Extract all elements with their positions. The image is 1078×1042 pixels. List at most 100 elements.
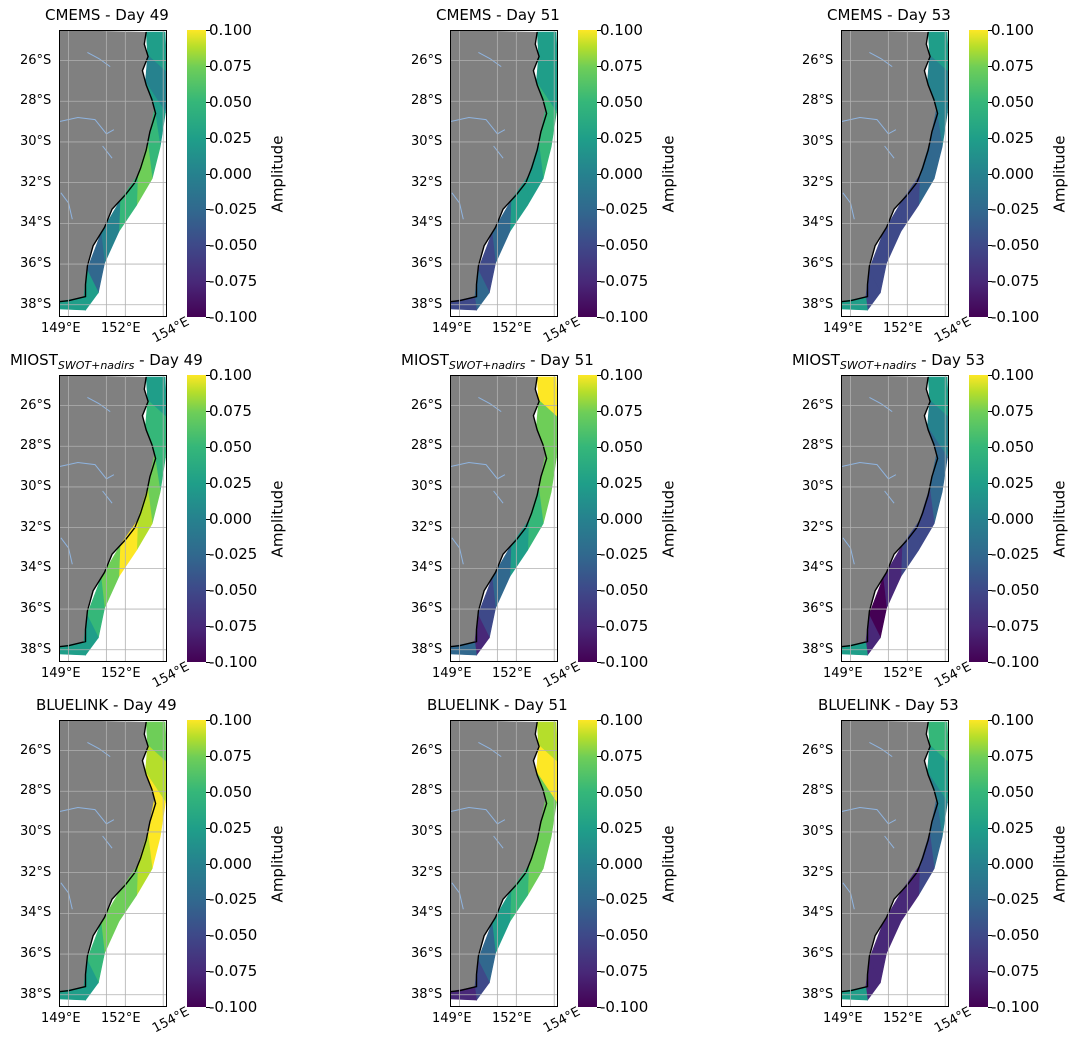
colorbar-tick-mark xyxy=(206,791,210,793)
lat-tick-label: 38°S xyxy=(802,296,834,312)
lon-tick-label: 152°E xyxy=(883,666,923,681)
colorbar-tick-label: -0.025 xyxy=(209,545,258,564)
colorbar-tick-label: -0.100 xyxy=(991,998,1040,1016)
colorbar-tick-mark xyxy=(988,662,992,663)
amplitude-segment xyxy=(927,721,949,764)
colorbar-tick-label: 0.100 xyxy=(991,21,1034,39)
lat-tick-label: 28°S xyxy=(411,93,443,109)
colorbar-label: Amplitude xyxy=(1050,825,1069,902)
map-panel: MIOSTSWOT+nadirs - Day 49 26°S 28°S 30°S 32°… xyxy=(0,350,360,695)
colorbar-tick-label: -0.025 xyxy=(991,200,1040,219)
colorbar-tick-mark xyxy=(988,245,992,247)
coastline xyxy=(450,721,548,993)
colorbar-tick-mark xyxy=(988,173,992,175)
lat-tick-label: 36°S xyxy=(802,256,834,272)
map-area xyxy=(59,375,167,662)
panel-title: BLUELINK - Day 49 xyxy=(36,696,177,714)
colorbar-tick-label: -0.025 xyxy=(600,545,649,564)
lat-tick-label: 36°S xyxy=(411,256,443,272)
land-mass xyxy=(450,375,547,647)
lat-tick-label: 32°S xyxy=(20,519,52,535)
colorbar-tick-mark xyxy=(988,446,992,448)
colorbar-tick-label: 0.000 xyxy=(209,509,252,528)
colorbar-tick-label: 0.025 xyxy=(209,473,252,492)
panel-title: BLUELINK - Day 53 xyxy=(818,696,959,714)
river-line xyxy=(102,490,113,504)
lat-tick-label: 32°S xyxy=(20,864,52,880)
colorbar-tick-label: -0.100 xyxy=(600,308,649,326)
map-frame xyxy=(59,720,167,1007)
lat-tick-label: 28°S xyxy=(411,438,443,454)
map-area xyxy=(450,720,558,1007)
coastline xyxy=(450,31,548,303)
lon-tick-label: 154°E xyxy=(932,659,974,692)
map-area xyxy=(841,375,949,662)
colorbar-tick-label: -0.100 xyxy=(600,653,649,671)
colorbar-tick-mark xyxy=(597,245,601,247)
colorbar-tick-mark xyxy=(597,899,601,901)
lat-tick-label: 30°S xyxy=(20,133,52,149)
colorbar xyxy=(969,720,988,1007)
colorbar-tick-mark xyxy=(206,317,210,318)
lat-tick-label: 38°S xyxy=(802,986,834,1002)
coastline xyxy=(59,721,157,993)
colorbar-tick-mark xyxy=(597,554,601,556)
colorbar-tick-label: -0.100 xyxy=(209,998,258,1016)
map-area xyxy=(841,720,949,1007)
colorbar-tick-label: 0.050 xyxy=(600,92,643,111)
lat-tick-label: 34°S xyxy=(802,905,834,921)
lon-tick-label: 152°E xyxy=(101,666,141,681)
colorbar-tick-label: 0.100 xyxy=(209,366,252,384)
colorbar-tick-label: 0.000 xyxy=(991,164,1034,183)
colorbar-tick-mark xyxy=(988,755,992,757)
colorbar-tick-label: -0.025 xyxy=(600,200,649,219)
colorbar-tick-label: 0.100 xyxy=(600,711,643,729)
lat-tick-label: 30°S xyxy=(411,133,443,149)
lat-tick-label: 36°S xyxy=(20,946,52,962)
lon-tick-label: 154°E xyxy=(932,314,974,347)
colorbar-tick-label: -0.050 xyxy=(209,926,258,945)
colorbar xyxy=(578,375,597,662)
colorbar-tick-mark xyxy=(988,827,992,829)
lat-tick-label: 36°S xyxy=(802,946,834,962)
map-panel: BLUELINK - Day 49 26°S 28°S 30°S 32°S 34°S 36°… xyxy=(0,695,360,1040)
coastline xyxy=(841,31,939,303)
colorbar-tick-label: 0.050 xyxy=(991,92,1034,111)
amplitude-segment xyxy=(927,31,949,74)
map-frame xyxy=(841,375,949,662)
colorbar-tick-mark xyxy=(597,317,601,318)
colorbar-tick-mark xyxy=(988,65,992,67)
colorbar-tick-label: 0.025 xyxy=(600,128,643,147)
colorbar-tick-label: 0.000 xyxy=(991,509,1034,528)
colorbar-tick-label: -0.075 xyxy=(600,962,649,981)
lat-tick-label: 38°S xyxy=(802,641,834,657)
lat-tick-label: 28°S xyxy=(802,438,834,454)
river-line xyxy=(493,835,504,849)
map-panel: CMEMS - Day 49 26°S 28°S 30°S 32°S 34°S 36°S 38… xyxy=(0,5,360,350)
lon-tick-label: 154°E xyxy=(932,1004,974,1037)
colorbar-tick-label: -0.075 xyxy=(600,617,649,636)
lat-tick-label: 36°S xyxy=(411,601,443,617)
lon-tick-label: 152°E xyxy=(883,1011,923,1026)
lon-tick-label: 149°E xyxy=(823,321,863,336)
river-line xyxy=(59,806,115,825)
lat-tick-label: 26°S xyxy=(411,397,443,413)
lat-tick-label: 30°S xyxy=(20,823,52,839)
colorbar-tick-label: -0.075 xyxy=(209,617,258,636)
colorbar-label: Amplitude xyxy=(1050,480,1069,557)
colorbar-tick-mark xyxy=(988,30,992,31)
lon-tick-label: 152°E xyxy=(101,1011,141,1026)
colorbar-label: Amplitude xyxy=(268,135,287,212)
land-mass xyxy=(841,375,938,647)
amplitude-segment xyxy=(145,31,167,74)
colorbar-tick-mark xyxy=(988,317,992,318)
colorbar-tick-mark xyxy=(206,518,210,520)
colorbar-tick-mark xyxy=(597,590,601,592)
map-panel: BLUELINK - Day 51 26°S 28°S 30°S 32°S 34°S 36°… xyxy=(391,695,751,1040)
lat-tick-label: 32°S xyxy=(802,864,834,880)
colorbar-tick-label: -0.050 xyxy=(991,581,1040,600)
colorbar-tick-label: 0.100 xyxy=(209,21,252,39)
lat-tick-label: 28°S xyxy=(20,438,52,454)
map-area xyxy=(59,720,167,1007)
map-frame xyxy=(841,720,949,1007)
